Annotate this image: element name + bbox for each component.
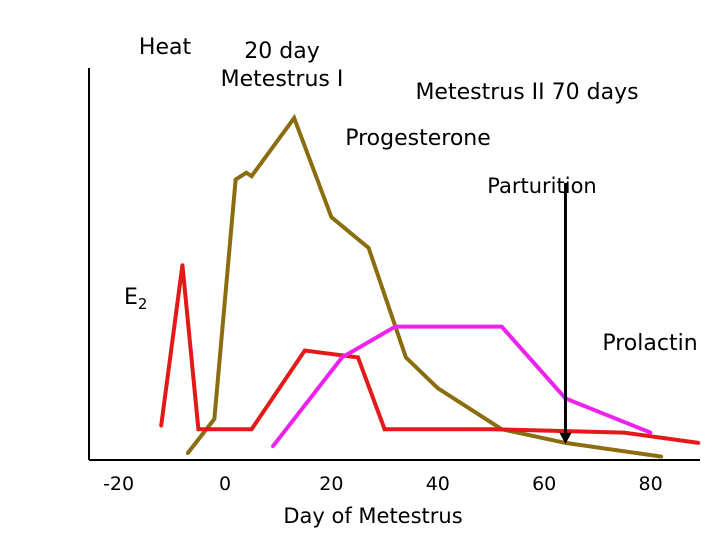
prolactin-label: Prolactin [602, 331, 697, 356]
series-layer [159, 113, 701, 459]
data-point-e2-2 [196, 427, 201, 432]
data-point-progesterone-6 [329, 215, 334, 219]
progesterone-label: Progesterone [345, 126, 491, 151]
metestrus-1-days-label: 20 day [244, 39, 319, 64]
series-line-progesterone [186, 113, 662, 459]
heat-label: Heat [139, 35, 192, 60]
data-point-progesterone-2 [233, 177, 238, 182]
parturition-arrow-head [559, 432, 572, 444]
data-point-e2-0 [159, 424, 163, 428]
x-tick-label-0: -20 [103, 473, 134, 495]
data-point-progesterone-9 [436, 386, 440, 390]
data-point-prolactin-3 [499, 324, 504, 329]
data-point-prolactin-5 [648, 430, 653, 435]
e2-subscript: 2 [138, 295, 148, 313]
data-point-progesterone-7 [366, 246, 371, 250]
series-line-prolactin [271, 324, 652, 448]
data-point-progesterone-8 [404, 355, 408, 360]
x-tick-label-5: 80 [639, 473, 663, 495]
data-point-progesterone-1 [212, 417, 217, 421]
data-point-e2-1 [180, 263, 185, 267]
data-point-e2-6 [382, 427, 387, 432]
e2-letter: E [124, 285, 138, 310]
data-point-progesterone-5 [292, 116, 296, 120]
metestrus-1-label: Metestrus I [221, 67, 344, 92]
data-point-e2-8 [622, 430, 626, 435]
data-point-prolactin-0 [271, 444, 275, 449]
x-tick-label-3: 40 [426, 473, 450, 495]
data-point-progesterone-12 [659, 454, 664, 459]
data-point-e2-9 [696, 441, 701, 445]
tick-layer: -20 0 20 40 60 80 [103, 473, 663, 495]
data-point-e2-7 [489, 427, 493, 432]
x-axis-label: Day of Metestrus [283, 504, 462, 528]
series-line-e2 [159, 264, 699, 445]
x-tick-label-1: 0 [219, 473, 231, 495]
x-tick-label-2: 20 [319, 473, 343, 495]
axes [88, 68, 700, 461]
data-point-prolactin-2 [393, 324, 398, 329]
data-point-progesterone-0 [185, 451, 190, 455]
e2-label: E2 [124, 285, 147, 313]
data-point-prolactin-1 [340, 355, 344, 360]
x-tick-label-4: 60 [532, 473, 556, 495]
data-point-progesterone-3 [244, 170, 249, 175]
parturition-label: Parturition [487, 174, 596, 198]
marker-layer [559, 182, 572, 444]
data-point-e2-3 [249, 427, 254, 432]
data-point-e2-4 [303, 348, 307, 353]
metestrus-2-label: Metestrus II 70 days [415, 80, 638, 105]
data-point-e2-5 [356, 355, 360, 360]
data-point-progesterone-4 [249, 174, 254, 178]
